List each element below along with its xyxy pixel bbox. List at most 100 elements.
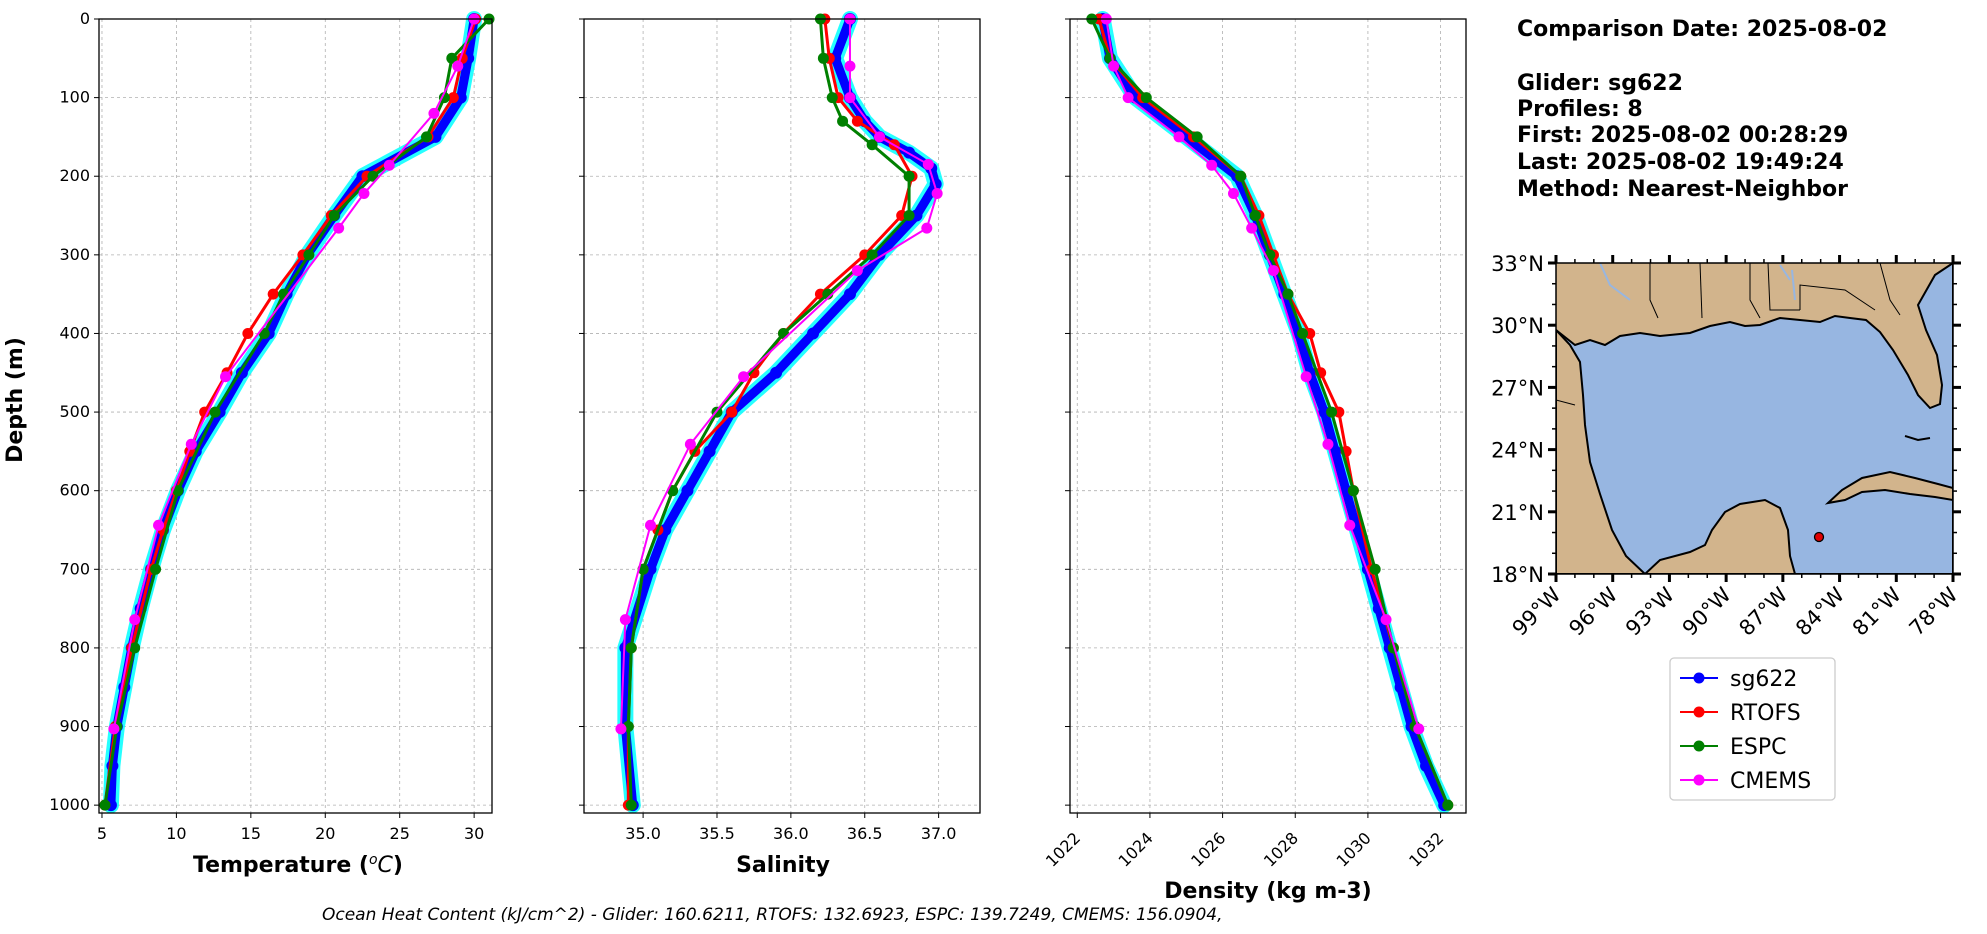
espc-point bbox=[1140, 92, 1152, 104]
x-tick-label: 25 bbox=[390, 824, 410, 843]
x-tick-label: 1024 bbox=[1115, 828, 1157, 870]
espc-point bbox=[1442, 799, 1454, 811]
cmems-line bbox=[112, 18, 476, 730]
temperature-axis-label: Temperature (oC) bbox=[193, 852, 403, 878]
temperature-panel: 0 100 200 300 400 500 600 700 800 900 1000 5 10 15 20 2… bbox=[49, 9, 495, 843]
lon-tick-label: 81°W bbox=[1848, 582, 1906, 640]
gulf-of-mexico-map: 33°N 30°N 27°N 24°N 21°N 18°N99°W96°W93°W90°W… bbox=[1491, 252, 1963, 641]
x-tick-label: 37.0 bbox=[921, 824, 957, 843]
lon-tick-label: 96°W bbox=[1564, 582, 1622, 640]
sg622-point bbox=[843, 288, 856, 301]
x-tick-label: 1026 bbox=[1187, 828, 1229, 870]
espc-point bbox=[1297, 327, 1309, 339]
cmems-point bbox=[1206, 159, 1218, 171]
espc-point bbox=[1326, 406, 1338, 418]
cmems-point bbox=[615, 723, 627, 735]
x-tick-label: 1030 bbox=[1333, 828, 1375, 870]
y-tick-label: 900 bbox=[59, 717, 90, 736]
legend-marker-sg622 bbox=[1693, 672, 1705, 684]
x-tick-label: 15 bbox=[241, 824, 261, 843]
espc-point bbox=[903, 170, 915, 182]
x-tick-label: 1032 bbox=[1405, 828, 1447, 870]
rtofs-point bbox=[447, 92, 459, 104]
espc-point bbox=[1282, 288, 1294, 300]
x-tick-label: 36.5 bbox=[847, 824, 883, 843]
y-tick-label: 400 bbox=[59, 323, 90, 342]
cmems-point bbox=[1173, 131, 1185, 143]
density-panel: 1022 1024 1026 1028 1030 1032 bbox=[1042, 11, 1467, 871]
espc-point bbox=[903, 210, 915, 222]
cmems-point bbox=[1380, 614, 1392, 626]
cmems-point bbox=[874, 131, 886, 143]
cmems-point bbox=[619, 614, 631, 626]
state-borders bbox=[1556, 263, 1901, 406]
lat-tick-label: 18°N bbox=[1491, 563, 1544, 587]
cmems-point bbox=[153, 519, 165, 531]
cmems-point bbox=[1300, 371, 1312, 383]
ocean-heat-content-footer: Ocean Heat Content (kJ/cm^2) - Glider: 1… bbox=[322, 905, 1223, 925]
info-block: Comparison Date: 2025-08-02 Glider: sg62… bbox=[1517, 17, 1887, 202]
cmems-point bbox=[1267, 265, 1279, 277]
sg622-profile-spread bbox=[617, 11, 944, 814]
x-tick-label: 5 bbox=[97, 824, 107, 843]
espc-point bbox=[129, 642, 141, 654]
lat-tick-label: 33°N bbox=[1491, 252, 1544, 276]
lon-tick-label: 84°W bbox=[1791, 582, 1849, 640]
first-time: First: 2025-08-02 00:28:29 bbox=[1517, 123, 1848, 148]
cmems-point bbox=[738, 371, 750, 383]
legend-label-cmems: CMEMS bbox=[1730, 769, 1811, 794]
espc-point bbox=[421, 131, 432, 143]
lon-tick-label: 87°W bbox=[1734, 582, 1792, 640]
cmems-point bbox=[921, 222, 933, 234]
legend-marker-cmems bbox=[1693, 774, 1705, 786]
y-tick-label: 700 bbox=[59, 559, 90, 578]
espc-point bbox=[209, 406, 221, 418]
x-tick-label: 35.5 bbox=[699, 824, 735, 843]
cmems-point bbox=[428, 107, 440, 119]
legend-marker-rtofs bbox=[1693, 706, 1705, 718]
x-tick-label: 1022 bbox=[1042, 828, 1084, 870]
espc-point bbox=[303, 249, 315, 261]
river bbox=[1599, 263, 1796, 301]
cmems-point bbox=[185, 438, 197, 450]
cmems-point bbox=[108, 723, 120, 735]
cmems-point bbox=[1246, 222, 1258, 234]
comparison-date: Comparison Date: 2025-08-02 bbox=[1517, 17, 1887, 42]
sg622-point bbox=[1329, 445, 1342, 458]
legend: sg622 RTOFS ESPC CMEMS bbox=[1669, 657, 1836, 801]
legend-marker-espc bbox=[1693, 740, 1705, 752]
espc-point bbox=[1249, 210, 1261, 222]
cmems-point bbox=[1122, 92, 1134, 104]
rtofs-point bbox=[242, 327, 254, 339]
legend-label-espc: ESPC bbox=[1730, 735, 1787, 760]
espc-point bbox=[1191, 131, 1203, 143]
density-axis-label: Density (kg m-3) bbox=[1164, 879, 1372, 904]
x-tick-label: 10 bbox=[166, 824, 186, 843]
lat-tick-label: 24°N bbox=[1491, 439, 1544, 463]
espc-point bbox=[328, 210, 340, 222]
glider-position-marker bbox=[1813, 531, 1825, 543]
x-tick-label: 36.0 bbox=[773, 824, 809, 843]
glider-name: Glider: sg622 bbox=[1517, 71, 1683, 96]
y-tick-label: 800 bbox=[59, 638, 90, 657]
mexico-coast bbox=[1556, 328, 1647, 574]
method: Method: Nearest-Neighbor bbox=[1517, 177, 1848, 202]
espc-point bbox=[172, 485, 184, 497]
rtofs-point bbox=[199, 406, 211, 418]
cmems-point bbox=[1227, 188, 1239, 200]
espc-point bbox=[1235, 170, 1247, 182]
plot-frame bbox=[1069, 18, 1467, 814]
espc-point bbox=[150, 563, 162, 575]
lon-tick-label: 78°W bbox=[1905, 582, 1963, 640]
y-tick-label: 300 bbox=[59, 245, 90, 264]
cmems-point bbox=[1108, 60, 1120, 72]
lat-tick-label: 30°N bbox=[1491, 314, 1544, 338]
cmems-point bbox=[129, 614, 141, 626]
y-tick-label: 600 bbox=[59, 481, 90, 500]
cmems-point bbox=[644, 519, 656, 531]
salinity-axis-label: Salinity bbox=[736, 853, 830, 878]
cmems-point bbox=[358, 188, 370, 200]
cmems-point bbox=[844, 60, 856, 72]
legend-label-rtofs: RTOFS bbox=[1730, 701, 1801, 726]
